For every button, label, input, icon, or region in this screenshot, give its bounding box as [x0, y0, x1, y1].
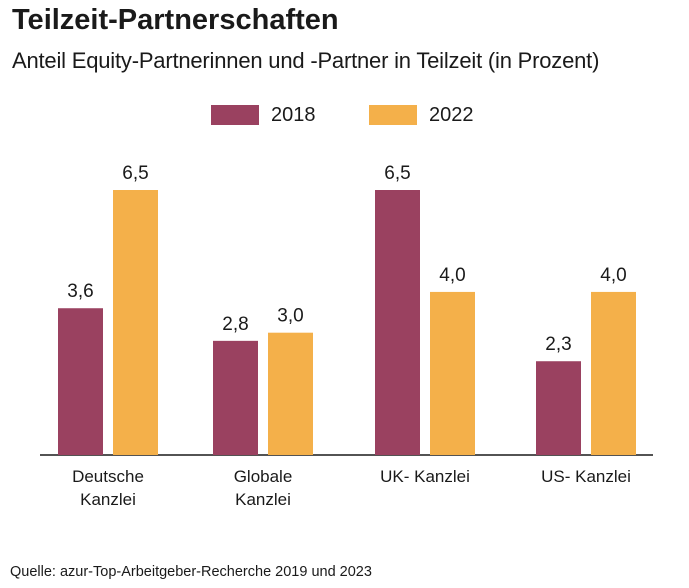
value-label-2022-2: 4,0 — [439, 265, 465, 286]
bar-2018-0 — [58, 308, 103, 455]
chart-title: Teilzeit-Partnerschaften — [12, 4, 339, 36]
chart-subtitle: Anteil Equity-Partnerinnen und -Partner … — [12, 48, 600, 73]
value-label-2022-1: 3,0 — [277, 306, 303, 327]
bar-2018-2 — [375, 190, 420, 455]
source-note: Quelle: azur-Top-Arbeitgeber-Recherche 2… — [10, 564, 372, 580]
value-label-2018-3: 2,3 — [545, 334, 571, 355]
value-label-2018-2: 6,5 — [384, 163, 410, 184]
bar-2022-3 — [591, 291, 636, 455]
bar-2022-2 — [430, 291, 475, 455]
legend-label-2022: 2022 — [429, 103, 474, 126]
bar-2022-1 — [268, 332, 313, 455]
legend-label-2018: 2018 — [271, 103, 316, 126]
category-label-1-1: Kanzlei — [235, 490, 291, 509]
value-label-2022-0: 6,5 — [122, 163, 148, 184]
category-label-3-0: US- Kanzlei — [541, 467, 631, 486]
bar-2022-0 — [113, 190, 158, 455]
value-label-2022-3: 4,0 — [600, 265, 626, 286]
legend-swatch-2018 — [211, 105, 259, 125]
legend: 2018 2022 — [0, 103, 689, 127]
legend-swatch-2022 — [369, 105, 417, 125]
value-label-2018-0: 3,6 — [67, 281, 93, 302]
category-label-2-0: UK- Kanzlei — [380, 467, 470, 486]
legend-item-2022: 2022 — [369, 103, 474, 127]
legend-item-2018: 2018 — [211, 103, 316, 127]
category-label-0-0: Deutsche — [72, 467, 144, 486]
bar-2018-1 — [213, 340, 258, 455]
value-label-2018-1: 2,8 — [222, 314, 248, 335]
category-label-1-0: Globale — [234, 467, 293, 486]
category-label-0-1: Kanzlei — [80, 490, 136, 509]
bar-2018-3 — [536, 361, 581, 455]
